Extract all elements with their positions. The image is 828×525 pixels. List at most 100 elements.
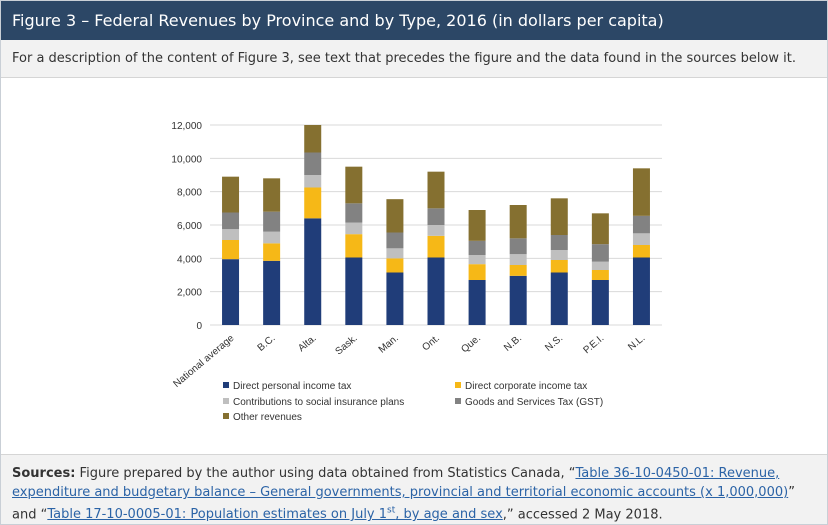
y-tick-label: 0: [196, 321, 202, 332]
bar-stack: [386, 199, 404, 325]
x-tick-label: N.S.: [543, 333, 565, 354]
legend-label: Other revenues: [233, 412, 302, 423]
bar-segment: [345, 257, 363, 325]
bar-segment: [386, 232, 404, 249]
bar-stack: [509, 205, 527, 325]
legend-swatch: [223, 398, 229, 404]
bar-stack: [632, 168, 650, 325]
legend-label: Direct personal income tax: [233, 381, 351, 392]
legend-swatch: [455, 398, 461, 404]
bar-segment: [550, 198, 568, 235]
figure-title: Figure 3 – Federal Revenues by Province …: [1, 1, 827, 40]
x-tick-label: National average: [171, 333, 236, 390]
x-tick-label: Que.: [459, 333, 483, 355]
bar-segment: [632, 233, 650, 245]
bar-segment: [468, 280, 486, 325]
bar-segment: [550, 272, 568, 325]
chart-area: 0 2,000 4,000 6,000 8,000 10,000 12,000 Nation…: [1, 79, 827, 454]
legend-item: Other revenues: [223, 412, 302, 423]
bar-segment: [632, 257, 650, 325]
legend-swatch: [223, 413, 229, 419]
source-link-2-superscript: st: [387, 506, 396, 516]
bar-segment: [263, 231, 281, 244]
bar-stack: [304, 125, 322, 325]
x-tick-label: N.B.: [502, 333, 524, 354]
bar-stack: [427, 171, 445, 325]
y-axis: 0 2,000 4,000 6,000 8,000 10,000 12,000: [171, 121, 202, 332]
bar-segment: [427, 208, 445, 225]
bar-stacks: [222, 125, 650, 325]
bar-segment: [263, 211, 281, 232]
y-tick-label: 4,000: [177, 254, 202, 265]
bar-segment: [345, 166, 363, 204]
bar-segment: [591, 244, 609, 262]
bar-segment: [304, 218, 322, 325]
source-link-table-36-10-0450-01[interactable]: Table 36-10-0450-01: Revenue, expenditur…: [12, 466, 789, 500]
figure-description: For a description of the content of Figu…: [1, 40, 827, 78]
bar-segment: [509, 254, 527, 265]
source-link-2-part-1: Table 17-10-0005-01: Population estimate…: [47, 507, 388, 523]
bar-stack: [263, 178, 281, 325]
legend-item: Contributions to social insurance plans: [223, 397, 404, 408]
bar-segment: [632, 245, 650, 258]
bar-segment: [427, 171, 445, 209]
legend-label: Direct corporate income tax: [465, 381, 587, 392]
x-tick-label: Man.: [377, 333, 401, 356]
bar-segment: [509, 205, 527, 239]
bar-segment: [263, 178, 281, 212]
x-tick-label: Alta.: [296, 333, 318, 354]
bar-segment: [427, 225, 445, 236]
x-tick-label: B.C.: [256, 333, 278, 354]
y-tick-label: 2,000: [177, 288, 202, 299]
x-tick-label: N.L.: [626, 333, 647, 353]
sources-text-2: ” and “: [12, 485, 795, 523]
bar-segment: [468, 210, 486, 241]
bar-segment: [345, 234, 363, 258]
bar-segment: [263, 260, 281, 325]
bar-segment: [591, 270, 609, 280]
bar-segment: [550, 250, 568, 260]
y-tick-label: 12,000: [171, 121, 202, 132]
bar-segment: [468, 255, 486, 265]
bar-segment: [509, 275, 527, 325]
legend-label: Goods and Services Tax (GST): [465, 397, 603, 408]
bar-segment: [591, 261, 609, 270]
legend: Direct personal income tax Direct corpora…: [223, 381, 603, 423]
x-tick-label: Ont.: [420, 333, 442, 354]
bar-segment: [345, 203, 363, 223]
bar-segment: [304, 125, 322, 153]
bar-segment: [386, 199, 404, 233]
bar-segment: [304, 152, 322, 175]
bar-segment: [222, 176, 240, 213]
stacked-bar-chart: 0 2,000 4,000 6,000 8,000 10,000 12,000 Nation…: [171, 121, 662, 423]
bar-segment: [345, 222, 363, 235]
sources-text-1: Figure prepared by the author using data…: [75, 466, 576, 481]
x-tick-label: P.E.I.: [581, 333, 606, 356]
bar-segment: [386, 272, 404, 325]
bar-stack: [591, 213, 609, 325]
legend-swatch: [455, 382, 461, 388]
source-link-2-part-2: , by age and sex: [395, 507, 503, 523]
bar-segment: [427, 257, 445, 325]
bar-segment: [468, 240, 486, 255]
sources-note: Sources: Figure prepared by the author u…: [1, 454, 827, 524]
legend-item: Goods and Services Tax (GST): [455, 397, 603, 408]
bar-segment: [550, 260, 568, 273]
bar-segment: [509, 238, 527, 255]
legend-swatch: [223, 382, 229, 388]
source-link-table-17-10-0005-01[interactable]: Table 17-10-0005-01: Population estimate…: [47, 506, 503, 523]
bar-segment: [632, 168, 650, 216]
bar-segment: [222, 212, 240, 230]
bar-segment: [591, 280, 609, 325]
y-tick-label: 10,000: [171, 154, 202, 165]
legend-label: Contributions to social insurance plans: [233, 397, 404, 408]
bar-segment: [386, 248, 404, 259]
legend-item: Direct corporate income tax: [455, 381, 587, 392]
bar-stack: [345, 166, 363, 325]
y-tick-label: 8,000: [177, 188, 202, 199]
bar-segment: [591, 213, 609, 245]
bar-segment: [222, 240, 240, 260]
bar-stack: [222, 176, 240, 325]
legend-item: Direct personal income tax: [223, 381, 351, 392]
